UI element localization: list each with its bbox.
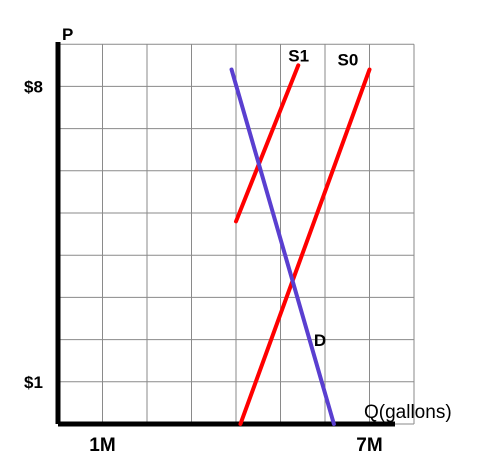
series-label-d: D: [314, 331, 326, 350]
series-line-s1: [234, 63, 301, 224]
series-line-d: [229, 67, 336, 426]
series-layer: [229, 63, 372, 426]
series-line-s0: [238, 67, 372, 426]
y-axis-label: P: [62, 25, 73, 44]
series-label-s0: S0: [338, 51, 359, 70]
label-layer: P Q(gallons) S1 S0 D $1 $8 1M 7M: [24, 25, 452, 456]
series-label-s1: S1: [288, 46, 309, 65]
x-tick-label: 1M: [89, 435, 115, 456]
grid: [57, 43, 415, 425]
y-tick-label: $8: [24, 77, 43, 96]
x-tick-label: 7M: [356, 435, 382, 456]
y-tick-label: $1: [24, 373, 43, 392]
x-axis-label: Q(gallons): [364, 402, 452, 423]
